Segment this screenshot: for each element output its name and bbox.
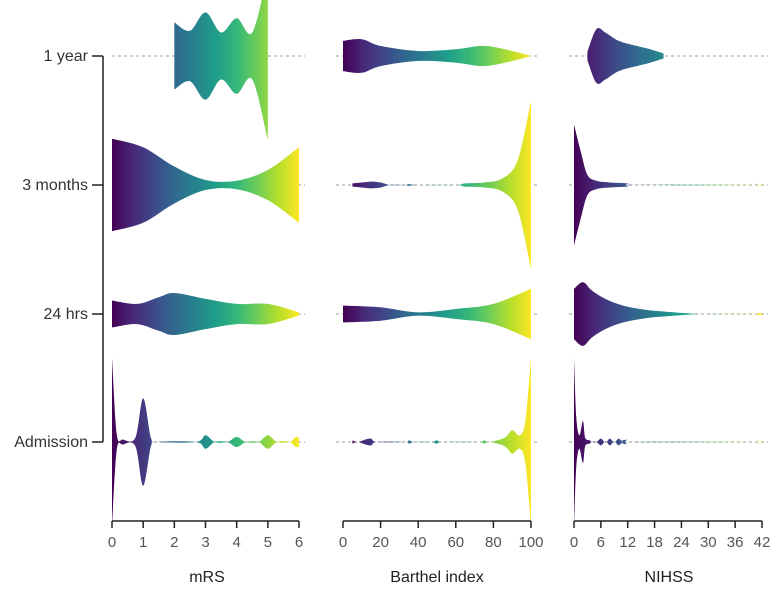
panel-label-nihss: NIHSS (645, 569, 694, 586)
x-tick-label: 1 (139, 534, 147, 551)
panel-label-mrs: mRS (189, 569, 225, 586)
row-label-24-hrs: 24 hrs (44, 306, 88, 323)
row-label-1-year: 1 year (44, 48, 89, 65)
violin-mrs-admission (112, 358, 299, 526)
x-tick-label: 20 (372, 534, 389, 551)
y-axis: 1 year 3 months 24 hrs Admission (14, 48, 104, 451)
x-axes: 0 1 2 3 4 5 6 0 20 40 60 80 100 0 6 12 18 24 30 36 42 (108, 520, 771, 551)
violin-barthel-index-admission (352, 358, 531, 526)
violin-nihss-24-hrs (574, 282, 762, 346)
x-tick-label: 6 (295, 534, 303, 551)
violin-mrs-24-hrs (112, 292, 299, 336)
x-tick-label: 30 (700, 534, 717, 551)
violin-mrs-1-year (174, 0, 268, 140)
row-label-admission: Admission (14, 434, 88, 451)
x-tick-label: 24 (673, 534, 690, 551)
violin-nihss-3-months (574, 124, 763, 246)
row-baselines (112, 55, 768, 443)
violin-barthel-index-1-year (343, 39, 531, 73)
x-tick-label: 0 (339, 534, 347, 551)
x-tick-label: 3 (201, 534, 209, 551)
x-tick-label: 100 (518, 534, 543, 551)
violin-nihss-admission (574, 358, 764, 526)
violin-nihss-1-year (587, 28, 664, 84)
x-tick-label: 0 (108, 534, 116, 551)
x-tick-label: 42 (754, 534, 771, 551)
violins (112, 0, 764, 526)
x-tick-label: 6 (597, 534, 605, 551)
violin-mrs-3-months (112, 138, 299, 232)
x-tick-label: 36 (727, 534, 744, 551)
x-tick-label: 40 (410, 534, 427, 551)
panel-label-barthel: Barthel index (390, 569, 483, 586)
x-tick-label: 80 (485, 534, 502, 551)
x-tick-label: 12 (619, 534, 636, 551)
x-tick-label: 0 (570, 534, 578, 551)
x-tick-label: 4 (232, 534, 240, 551)
x-tick-label: 18 (646, 534, 663, 551)
x-tick-label: 5 (264, 534, 272, 551)
violin-barthel-index-24-hrs (343, 288, 531, 340)
x-tick-label: 2 (170, 534, 178, 551)
violin-barthel-index-3-months (352, 101, 531, 269)
row-label-3-months: 3 months (22, 177, 88, 194)
x-tick-label: 60 (447, 534, 464, 551)
